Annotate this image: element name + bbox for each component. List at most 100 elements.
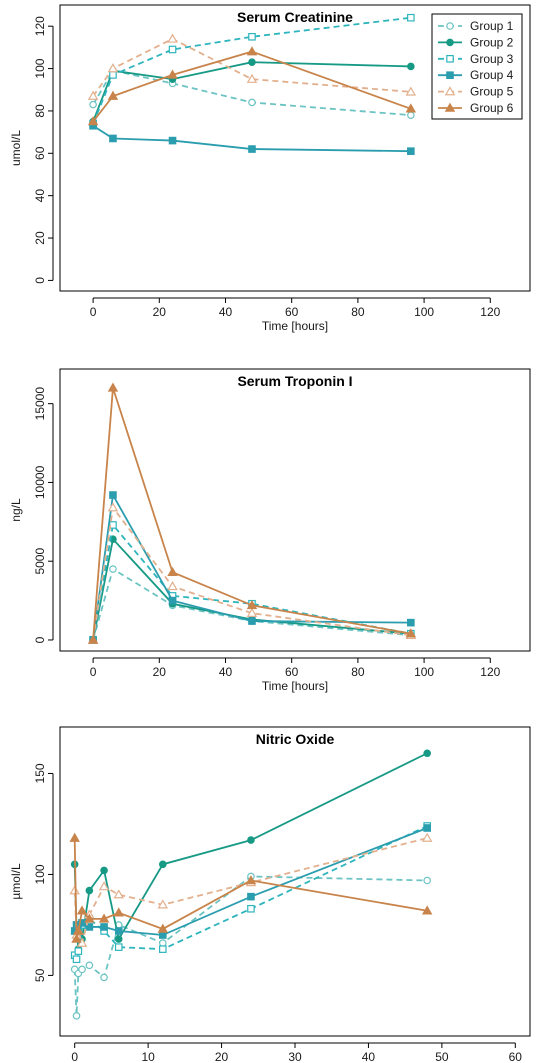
- y-tick-label: 150: [33, 763, 47, 783]
- legend-label-group-1: Group 1: [470, 19, 514, 33]
- plot-frame: [59, 4, 531, 292]
- data-point-group-4: [168, 136, 177, 145]
- data-point-group-6: [113, 907, 124, 917]
- x-tick-label: 10: [141, 1050, 155, 1063]
- data-point-group-4: [248, 145, 256, 153]
- x-tick-label: 100: [414, 665, 434, 679]
- x-tick-label: 60: [285, 665, 299, 679]
- legend-marker-group-5: [444, 86, 456, 96]
- x-tick-label: 20: [153, 305, 167, 319]
- legend-marker-group-4: [446, 71, 454, 80]
- legend-marker-group-3: [446, 54, 454, 63]
- data-point-group-5: [246, 73, 258, 83]
- data-point-group-5: [69, 885, 80, 895]
- data-point-group-6: [107, 382, 119, 392]
- legend: Group 1 Group 2 Group 3 Group 4 Group 5 Group…: [431, 13, 523, 120]
- data-point-group-2: [407, 62, 415, 71]
- data-point-group-6: [246, 599, 258, 610]
- data-point-group-3: [109, 71, 117, 79]
- y-tick-label: 5000: [33, 548, 47, 575]
- data-point-group-5: [107, 502, 119, 512]
- legend-label-group-5: Group 5: [470, 85, 514, 99]
- x-tick-label: 120: [480, 665, 500, 679]
- y-axis-label: umol/L: [9, 130, 23, 166]
- x-tick-label: 50: [435, 1050, 449, 1063]
- data-point-group-4: [109, 491, 117, 499]
- data-point-group-5: [421, 832, 433, 842]
- data-point-group-3: [114, 943, 123, 951]
- data-point-group-6: [87, 116, 99, 126]
- data-point-group-1: [85, 961, 94, 970]
- series-line-group-3: [92, 522, 412, 641]
- data-point-group-3: [407, 13, 415, 22]
- y-tick-label: 80: [33, 104, 47, 118]
- y-tick-label: 100: [33, 58, 47, 78]
- x-tick-label: 40: [219, 305, 233, 319]
- x-tick-label: 40: [362, 1050, 376, 1063]
- data-point-group-5: [107, 63, 119, 73]
- plot-frame: [59, 726, 531, 1037]
- data-point-group-5: [113, 889, 124, 899]
- y-tick-label: 50: [33, 968, 47, 982]
- data-point-group-5: [98, 881, 110, 891]
- data-point-group-2: [85, 886, 94, 895]
- series-line-group-6: [73, 838, 428, 940]
- data-point-group-6: [71, 933, 82, 943]
- x-tick-label: 0: [71, 1050, 78, 1063]
- y-tick-label: 0: [33, 636, 47, 643]
- data-point-group-6: [246, 46, 258, 56]
- series-line-group-1: [73, 875, 428, 1016]
- legend-label-group-3: Group 3: [470, 52, 514, 66]
- data-point-group-4: [109, 134, 117, 143]
- chart-title: Serum Troponin I: [237, 373, 352, 389]
- data-point-group-3: [168, 45, 177, 54]
- data-point-group-6: [167, 69, 178, 79]
- data-point-group-1: [407, 111, 415, 119]
- y-axis-label: µmol/L: [9, 863, 23, 900]
- y-tick-label: 20: [33, 231, 47, 245]
- data-point-group-5: [167, 33, 178, 43]
- data-point-group-4: [78, 919, 86, 927]
- x-tick-label: 0: [90, 665, 97, 679]
- chart-title: Serum Creatinine: [237, 9, 353, 25]
- series-group-6: [87, 46, 417, 126]
- data-point-group-1: [100, 973, 108, 982]
- x-tick-label: 0: [90, 305, 97, 319]
- x-axis-label: Time [hours]: [262, 679, 328, 693]
- chart-nitric-oxide: Nitric Oxide0102030405060Time [hours]501…: [9, 726, 531, 1063]
- data-point-group-2: [423, 749, 431, 758]
- legend-box: [431, 13, 523, 120]
- series-group-2: [89, 535, 415, 644]
- series-line-group-5: [73, 837, 428, 947]
- x-axis-label: Time [hours]: [262, 319, 328, 333]
- series-group-3: [89, 13, 415, 128]
- x-tick-label: 80: [351, 665, 365, 679]
- series-group-1: [70, 872, 431, 1020]
- data-point-group-3: [248, 32, 256, 41]
- y-tick-label: 60: [33, 146, 47, 160]
- data-point-group-5: [167, 580, 178, 591]
- data-point-group-6: [405, 628, 417, 638]
- data-point-group-4: [407, 147, 415, 155]
- data-point-group-6: [73, 925, 84, 935]
- data-point-group-6: [421, 905, 433, 915]
- data-point-group-6: [87, 634, 99, 644]
- legend-label-group-4: Group 4: [470, 68, 514, 82]
- y-tick-label: 15000: [33, 387, 47, 421]
- legend-label-group-2: Group 2: [470, 35, 514, 49]
- chart-title: Nitric Oxide: [256, 731, 335, 747]
- data-point-group-6: [157, 923, 169, 933]
- data-point-group-4: [159, 931, 167, 939]
- data-point-group-6: [167, 566, 178, 576]
- data-point-group-5: [246, 607, 258, 617]
- legend-marker-group-1: [446, 22, 454, 30]
- y-tick-label: 100: [33, 864, 47, 884]
- chart-serum-troponin-i: Serum Troponin I 0 20 40 60 80 100 120 Time [hou…: [9, 368, 531, 693]
- x-tick-label: 60: [509, 1050, 523, 1063]
- legend-marker-group-2: [446, 38, 454, 47]
- data-point-group-1: [423, 876, 431, 885]
- legend-marker-group-6: [444, 102, 456, 112]
- y-tick-label: 10000: [33, 465, 47, 499]
- data-point-group-5: [405, 86, 417, 96]
- data-point-group-2: [159, 860, 167, 869]
